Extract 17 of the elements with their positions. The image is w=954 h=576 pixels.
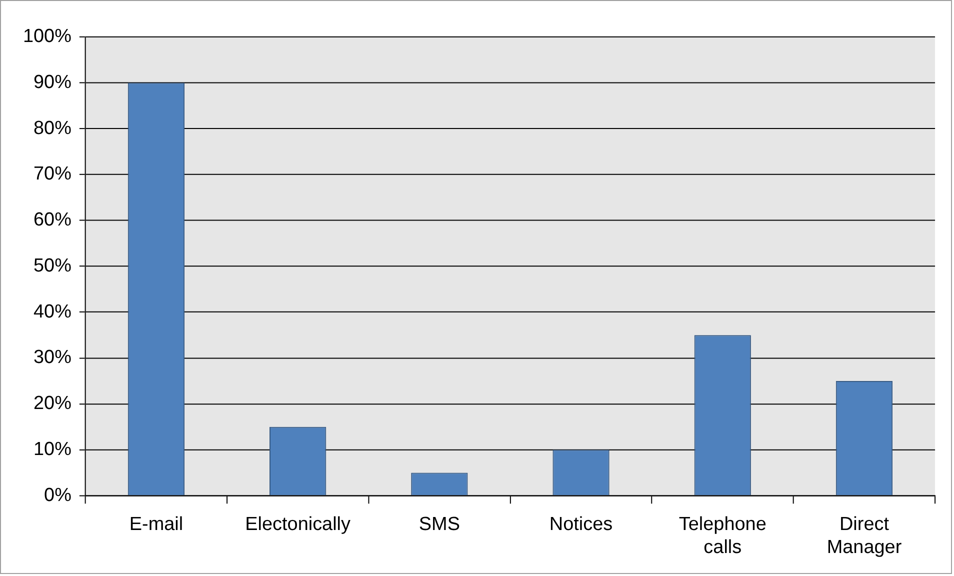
y-tick-label: 0% — [44, 484, 72, 506]
y-tick-label: 100% — [22, 26, 72, 48]
y-tick-label: 50% — [34, 256, 72, 276]
x-tick-label: Telephone calls — [678, 514, 766, 558]
x-tick-label: E-mail — [129, 514, 184, 536]
y-tick-label: 60% — [34, 210, 72, 231]
x-tick-label: Electonically — [245, 514, 352, 536]
y-tick-label: 20% — [34, 393, 72, 414]
y-tick-label: 10% — [34, 439, 72, 460]
y-tick-label: 30% — [34, 347, 72, 368]
x-tick-label: SMS — [418, 514, 460, 536]
x-tick-label: Notices — [549, 514, 613, 536]
y-tick-label: 70% — [34, 164, 72, 185]
y-tick-label: 80% — [34, 118, 72, 139]
y-tick-label: 90% — [34, 72, 72, 93]
y-tick-label: 40% — [34, 301, 72, 322]
x-tick-label: Direct Manager — [826, 514, 902, 558]
